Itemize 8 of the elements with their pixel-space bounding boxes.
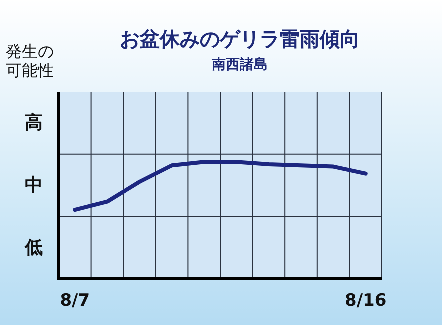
text: 低 (24, 237, 43, 258)
chart-subtitle: 南西諸島 (211, 56, 268, 73)
text: 中 (25, 175, 43, 196)
chart-title: お盆休みのゲリラ雷雨傾向 (120, 27, 360, 51)
text: 発生の可能性 (6, 42, 55, 80)
x-tick-label: 8/7 (60, 291, 90, 311)
x-tick-label: 8/16 (345, 291, 387, 311)
text: 高 (25, 112, 43, 134)
